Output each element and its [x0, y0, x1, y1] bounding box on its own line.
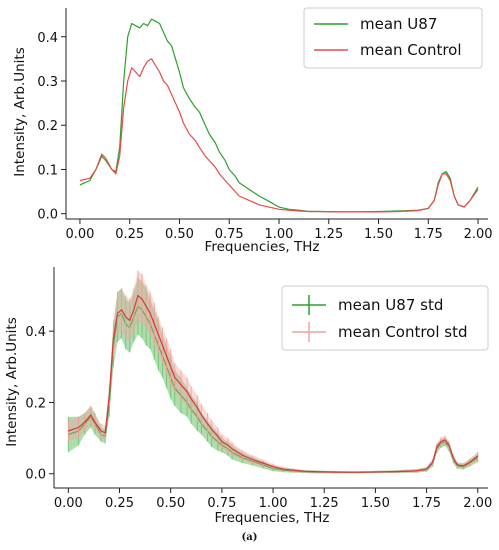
legend-label-control: mean Control — [360, 41, 462, 59]
x-tick-label: 1.00 — [265, 227, 294, 242]
series-line-mean-control — [79, 58, 479, 213]
y-tick-label: 0.4 — [37, 31, 58, 46]
x-tick-label: 2.00 — [463, 496, 492, 511]
x-tick-label: 1.25 — [310, 496, 339, 511]
x-tick-label: 0.75 — [207, 496, 236, 511]
x-tick-label: 0.75 — [215, 227, 244, 242]
x-ticks: 0.00 0.25 0.50 0.75 1.00 1.25 1.50 1.75 2.00 — [65, 219, 493, 242]
x-tick-label: 0.50 — [156, 496, 185, 511]
y-tick-label: 0.1 — [37, 163, 58, 178]
y-tick-label: 0.4 — [25, 325, 46, 340]
x-tick-label: 0.50 — [165, 227, 194, 242]
plot-area-top: 0.00 0.25 0.50 0.75 1.00 1.25 1.50 1.75 2.00 0.0… — [37, 8, 493, 242]
x-tick-label: 1.50 — [361, 496, 390, 511]
x-tick-label: 0.25 — [105, 496, 134, 511]
x-tick-label: 1.75 — [412, 496, 441, 511]
y-axis-label: Intensity, Arb.Units — [12, 47, 28, 177]
y-tick-label: 0.2 — [25, 396, 46, 411]
x-axis-label: Frequencies, THz — [205, 239, 320, 255]
x-tick-label: 1.25 — [314, 227, 343, 242]
x-tick-label: 2.00 — [464, 227, 493, 242]
legend-frame — [303, 7, 483, 69]
plot-area-bottom: 0.00 0.25 0.50 0.75 1.00 1.25 1.50 1.75 2.00 0.0… — [25, 267, 492, 511]
figure-caption: (a) — [241, 532, 258, 543]
y-ticks: 0.0 0.2 0.4 — [25, 325, 54, 483]
x-ticks: 0.00 0.25 0.50 0.75 1.00 1.25 1.50 1.75 2.00 — [54, 488, 492, 511]
y-axis-label: Intensity, Arb.Units — [4, 317, 20, 447]
series-group — [79, 18, 479, 213]
legend-label-control-std: mean Control std — [338, 323, 468, 341]
y-ticks: 0.0 0.1 0.2 0.3 0.4 — [37, 31, 66, 223]
chart-mean-spectra: 0.00 0.25 0.50 0.75 1.00 1.25 1.50 1.75 2.00 0.0… — [12, 7, 493, 255]
series-group — [67, 270, 479, 474]
x-tick-label: 1.50 — [364, 227, 393, 242]
x-tick-label: 0.00 — [65, 227, 94, 242]
series-line-mean-control-std — [68, 294, 479, 473]
x-axis-label: Frequencies, THz — [215, 510, 330, 526]
legend-swatch-u87-std — [292, 295, 326, 315]
y-tick-label: 0.3 — [37, 75, 58, 90]
legend-frame — [281, 285, 489, 351]
legend-label-u87-std: mean U87 std — [338, 296, 443, 314]
x-tick-label: 0.00 — [54, 496, 83, 511]
y-tick-label: 0.0 — [25, 468, 46, 483]
x-tick-label: 1.75 — [414, 227, 443, 242]
legend-swatch-control-std — [292, 322, 326, 342]
legend: mean U87 std mean Control std — [281, 285, 489, 351]
chart-mean-spectra-std: 0.00 0.25 0.50 0.75 1.00 1.25 1.50 1.75 2.00 0.0… — [4, 267, 492, 526]
x-tick-label: 1.00 — [259, 496, 288, 511]
x-tick-label: 0.25 — [115, 227, 144, 242]
y-tick-label: 0.2 — [37, 119, 58, 134]
y-tick-label: 0.0 — [37, 208, 58, 223]
legend-label-u87: mean U87 — [360, 15, 437, 33]
legend: mean U87 mean Control — [303, 7, 483, 69]
